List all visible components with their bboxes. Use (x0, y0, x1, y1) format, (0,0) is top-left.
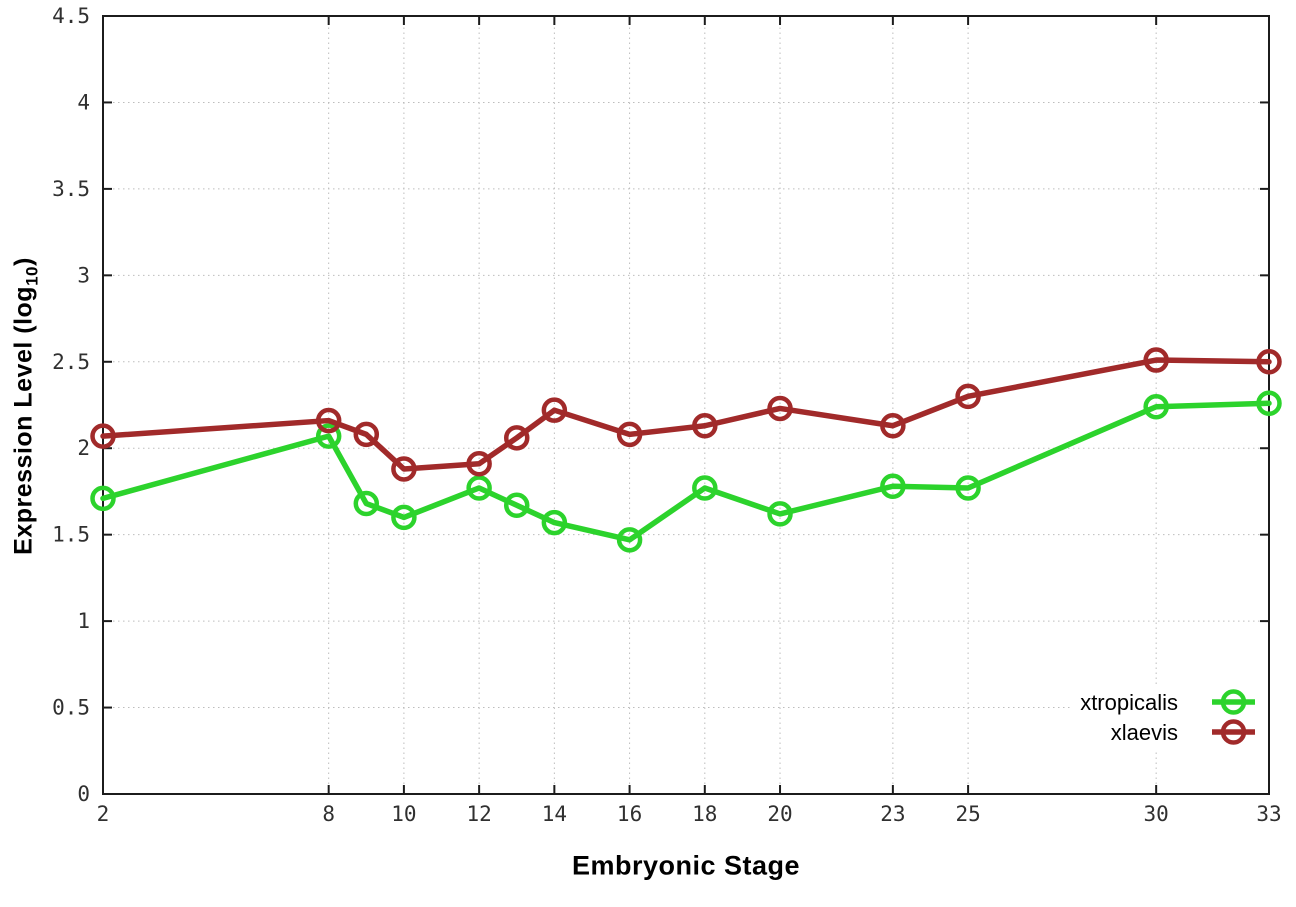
marker-xtropicalis (692, 475, 718, 501)
legend-label-xtropicalis: xtropicalis (1080, 690, 1178, 715)
marker-xtropicalis (541, 509, 568, 536)
marker-xtropicalis (616, 527, 643, 553)
gridlines (103, 16, 1269, 794)
marker-xlaevis (692, 412, 718, 439)
x-tick-label: 30 (1144, 802, 1169, 826)
marker-xlaevis (1256, 349, 1282, 375)
x-tick-label: 23 (880, 802, 905, 826)
y-tick-label: 0.5 (52, 696, 90, 720)
marker-xtropicalis (880, 473, 906, 500)
marker-xlaevis (767, 395, 793, 422)
x-tick-label: 20 (767, 802, 792, 826)
marker-xtropicalis (1143, 393, 1169, 420)
marker-xlaevis (391, 456, 417, 482)
marker-xlaevis (466, 451, 492, 477)
x-tick-label: 12 (466, 802, 491, 826)
legend-box (1070, 684, 1268, 750)
x-tick-label: 14 (542, 802, 567, 826)
marker-xlaevis (541, 397, 568, 423)
y-tick-label: 4.5 (52, 4, 90, 28)
marker-xlaevis (955, 383, 981, 410)
x-tick-label: 2 (97, 802, 110, 826)
x-tick-label: 33 (1256, 802, 1281, 826)
y-axis-title-text: Expression Level (log (9, 285, 38, 555)
marker-xtropicalis (90, 485, 116, 512)
y-axis-title-suffix: ) (9, 257, 38, 266)
legend-marker-xtropicalis (1220, 689, 1247, 715)
y-tick-label: 0 (77, 782, 90, 806)
marker-xtropicalis (503, 492, 530, 519)
marker-xlaevis (90, 423, 116, 449)
y-tick-label: 2 (77, 436, 90, 460)
marker-xlaevis (353, 421, 380, 448)
x-tick-label: 8 (322, 802, 335, 826)
series-xlaevis (90, 347, 1282, 482)
axis-frame (102, 15, 1270, 795)
x-tick-label: 10 (391, 802, 416, 826)
y-tick-label: 4 (77, 90, 90, 114)
tick-labels: 0 0.5 1 1.5 2 2.5 3 3.5 4 4.5 2 8 10 12 14 16 18 20 23 25 30… (52, 4, 1282, 826)
tick-marks (102, 15, 1270, 795)
y-axis-title-subscript: 10 (22, 265, 42, 286)
marker-xtropicalis (767, 501, 793, 527)
y-tick-label: 1.5 (52, 523, 90, 547)
marker-xtropicalis (1256, 390, 1282, 417)
marker-xtropicalis (466, 475, 492, 501)
series-xtropicalis (90, 390, 1282, 553)
x-tick-label: 16 (617, 802, 642, 826)
marker-xtropicalis (955, 475, 981, 501)
marker-xlaevis (315, 407, 342, 434)
marker-xtropicalis (391, 504, 417, 531)
marker-xlaevis (503, 425, 530, 451)
legend-label-xlaevis: xlaevis (1111, 720, 1178, 745)
marker-xlaevis (880, 412, 906, 439)
y-axis-title: Expression Level (log10) (10, 257, 43, 555)
marker-xlaevis (1143, 347, 1169, 373)
legend: xtropicalis xlaevis (1070, 684, 1268, 750)
marker-xlaevis (616, 421, 643, 448)
y-tick-label: 3 (77, 263, 90, 287)
x-axis-title: Embryonic Stage (571, 850, 801, 881)
y-tick-label: 2.5 (52, 350, 90, 374)
x-tick-label: 25 (955, 802, 980, 826)
legend-marker-xlaevis (1220, 719, 1247, 745)
y-tick-label: 1 (77, 609, 90, 633)
marker-xtropicalis (315, 423, 342, 449)
x-tick-label: 18 (692, 802, 717, 826)
y-tick-label: 3.5 (52, 177, 90, 201)
marker-xtropicalis (353, 490, 380, 517)
